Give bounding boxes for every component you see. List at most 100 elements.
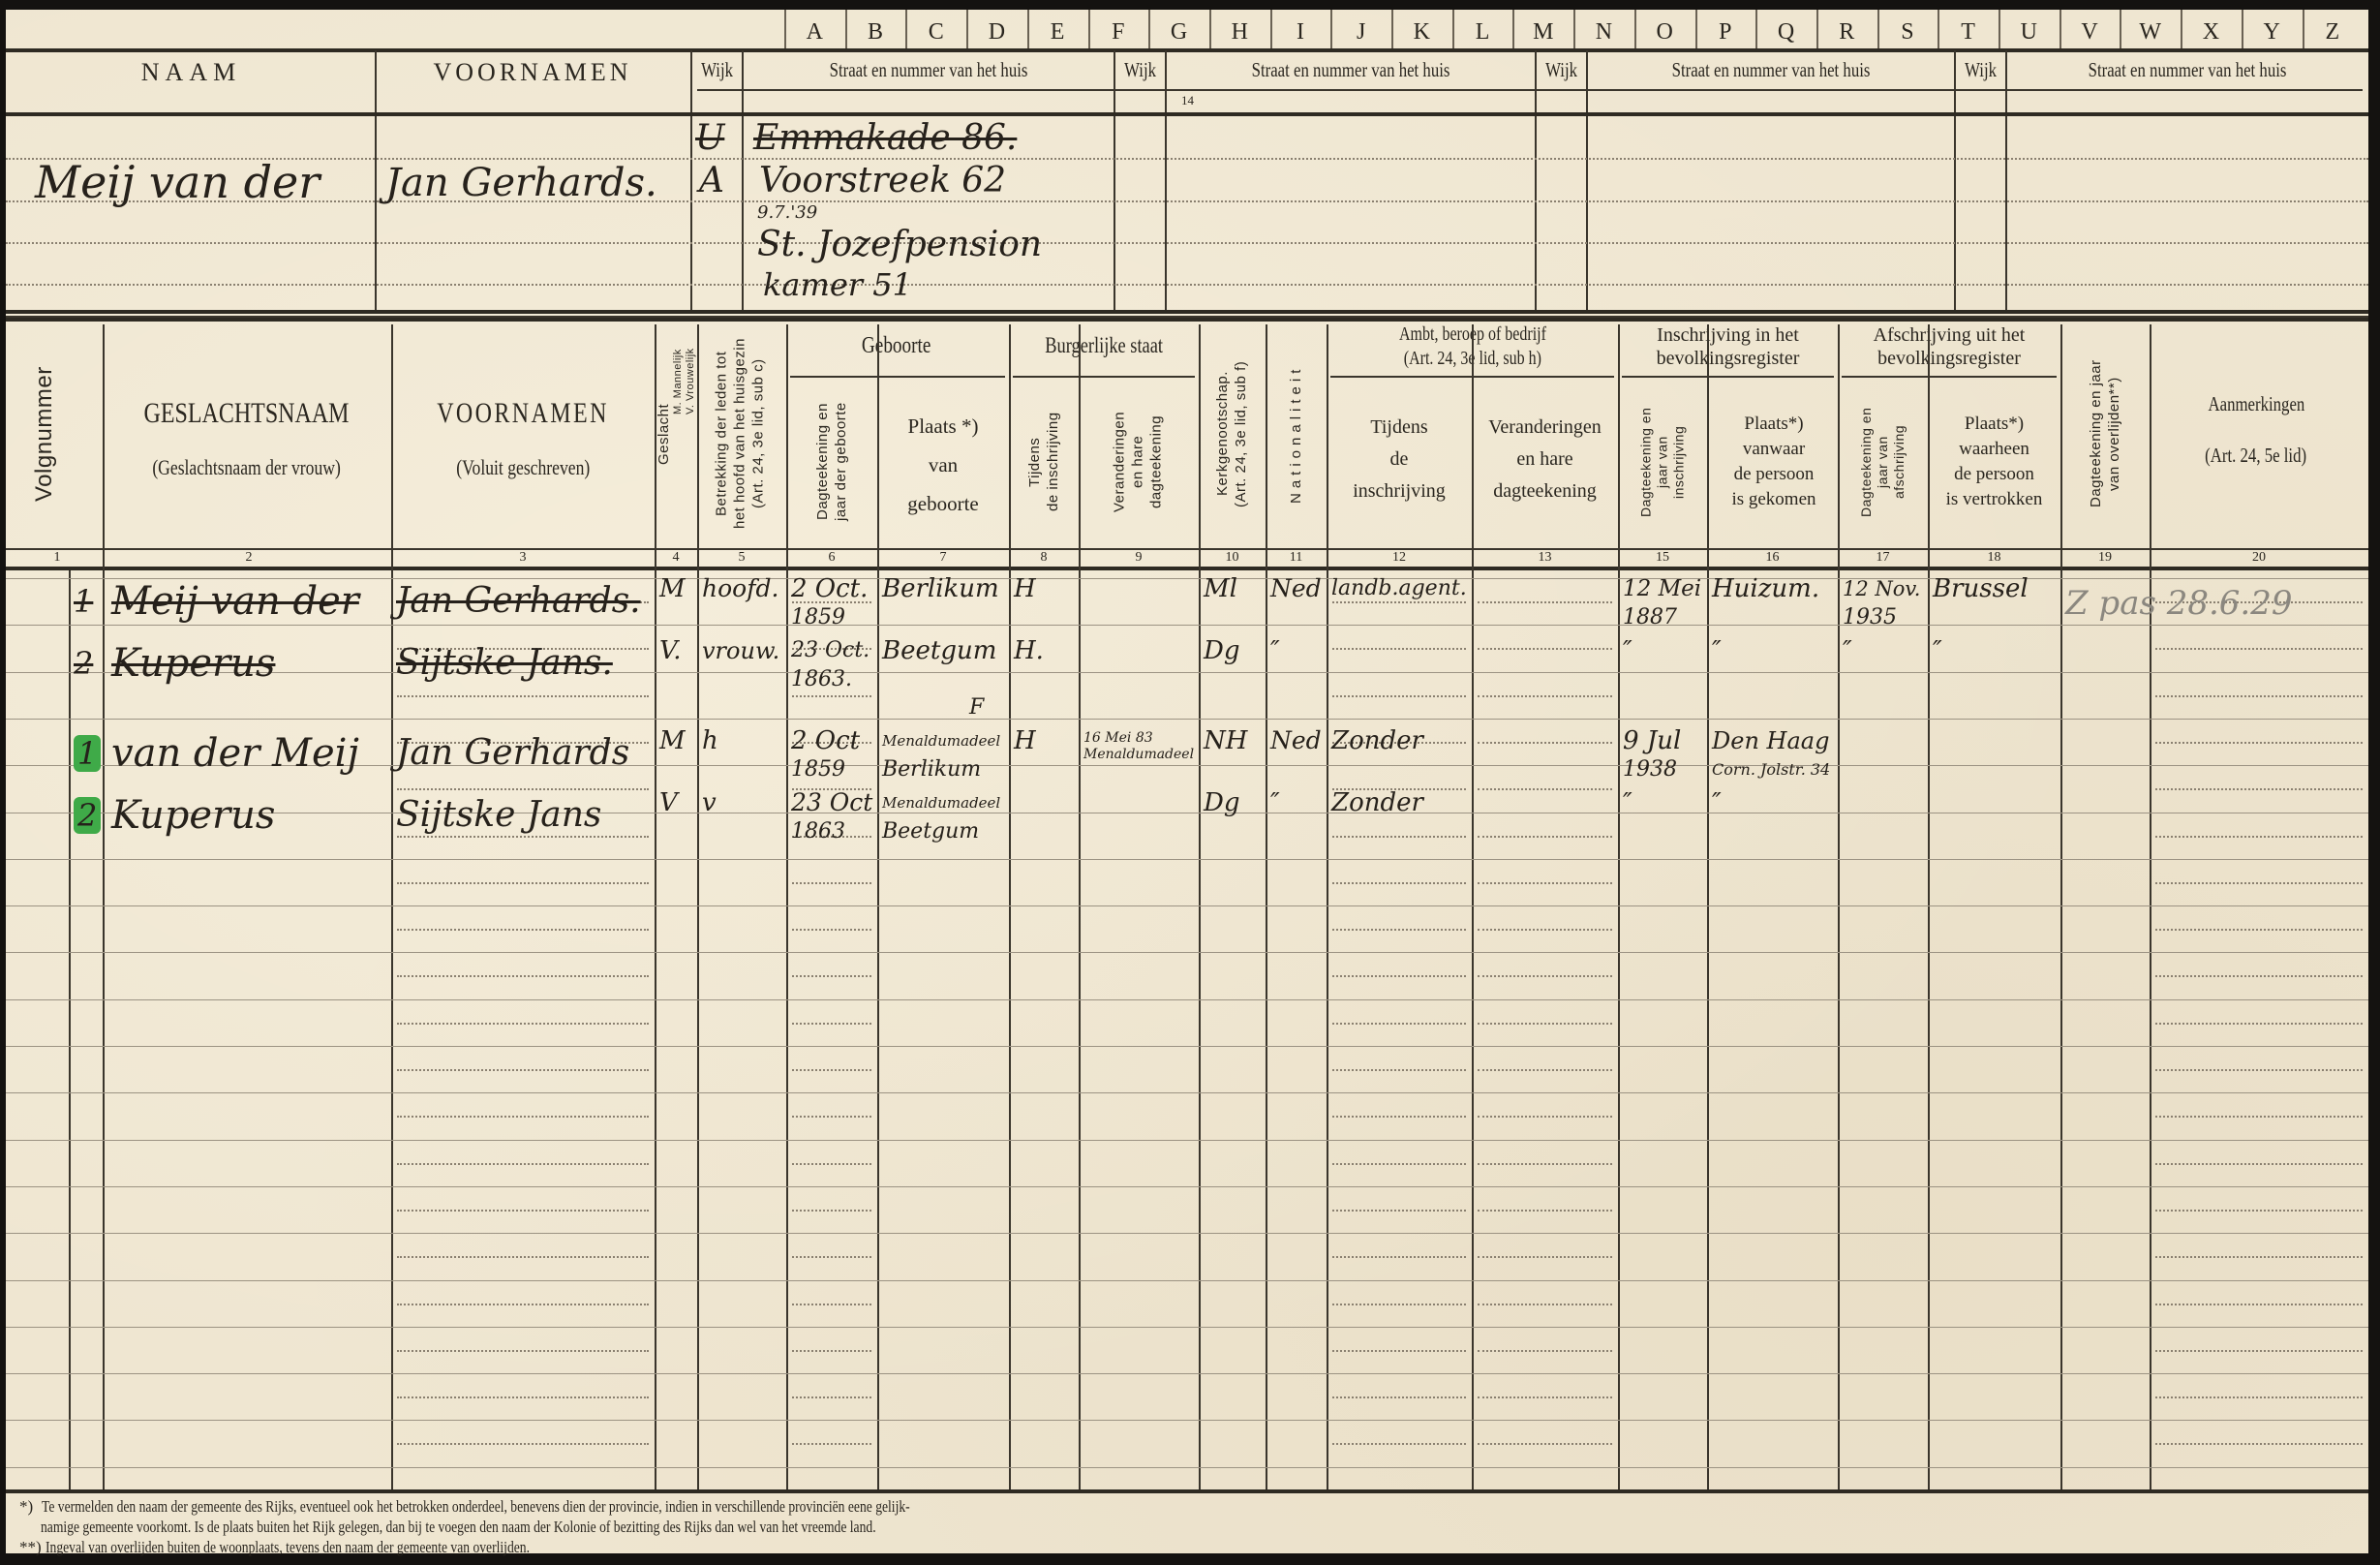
address-2-wijk: A xyxy=(699,161,724,200)
betrekking: v xyxy=(702,788,717,817)
header-voornamen-text: VOORNAMEN xyxy=(437,397,609,429)
nationaliteit: Ned xyxy=(1270,574,1322,602)
ruled-dotted-line xyxy=(397,1209,649,1212)
line: Veranderingen xyxy=(1488,416,1602,438)
column-divider xyxy=(1327,324,1328,1491)
line: de persoon xyxy=(1954,464,2034,484)
ruled-dotted-line xyxy=(397,694,649,697)
volgnummer: 2 xyxy=(74,645,94,682)
wijk-header: Wijk xyxy=(1956,58,2005,81)
ruled-dotted-line xyxy=(397,1162,649,1165)
ruled-dotted-line xyxy=(6,242,2368,244)
ruled-dotted-line xyxy=(792,1256,871,1259)
column-divider xyxy=(1266,324,1267,1491)
kerkgenootschap: Dg xyxy=(1204,788,1240,817)
ruled-dotted-line xyxy=(397,601,649,603)
afschrijving-plaats: Brussel xyxy=(1933,574,2029,603)
ruled-dotted-line xyxy=(792,881,871,884)
column-divider xyxy=(103,324,105,1491)
divider xyxy=(1573,10,1576,48)
ruled-line xyxy=(6,1092,2368,1094)
divider xyxy=(1877,10,1879,48)
ruled-dotted-line xyxy=(1478,1303,1612,1305)
ruled-dotted-line xyxy=(397,741,649,744)
inschrijving-plaats: Huizum. xyxy=(1712,574,1820,603)
ruled-dotted-line xyxy=(397,648,649,651)
geboorte-plaats-line2: Berlikum xyxy=(882,757,982,782)
divider xyxy=(6,112,2368,116)
divider xyxy=(2059,10,2061,48)
letter-tab-F: F xyxy=(1112,19,1125,45)
column-divider xyxy=(2060,324,2062,1491)
ruled-dotted-line xyxy=(1332,1209,1466,1212)
ruled-dotted-line xyxy=(792,1069,871,1071)
afschrijving-datum-line2: 1935 xyxy=(1843,605,1897,629)
line: is gekomen xyxy=(1731,489,1816,509)
column-number: 7 xyxy=(939,550,947,565)
nationaliteit: Ned xyxy=(1270,726,1322,754)
ruled-dotted-line xyxy=(397,1349,649,1352)
letter-tab-H: H xyxy=(1231,19,1248,45)
ruled-dotted-line xyxy=(2155,1022,2363,1025)
letter-tab-J: J xyxy=(1356,19,1366,45)
geboorte-datum-line2: 1863 xyxy=(791,819,845,844)
ruled-line xyxy=(6,625,2368,627)
ruled-dotted-line xyxy=(397,788,649,791)
column-number: 1 xyxy=(53,550,61,565)
ruled-dotted-line xyxy=(2155,1396,2363,1399)
ruled-dotted-line xyxy=(397,975,649,978)
column-divider xyxy=(1928,324,1930,1491)
divider xyxy=(6,48,2368,52)
column-divider xyxy=(1472,324,1474,1491)
header-afschrijving-plaats: Plaats*) waarheen de persoon is vertrokken xyxy=(1928,412,2060,512)
ruled-line xyxy=(6,905,2368,907)
voornamen: Jan Gerhards xyxy=(396,733,630,773)
ruled-dotted-line xyxy=(2155,1443,2363,1446)
ruled-line xyxy=(6,1185,2368,1187)
line: Betrekking der leden tot xyxy=(713,351,730,517)
geslachtsnaam: Kuperus xyxy=(111,641,276,686)
column-divider xyxy=(1199,324,1201,1491)
line: van xyxy=(928,453,959,476)
ruled-line xyxy=(6,1139,2368,1141)
letter-tab-U: U xyxy=(2020,19,2038,45)
ruled-dotted-line xyxy=(1332,741,1466,744)
header-geslacht: Geslacht xyxy=(656,403,672,465)
divider xyxy=(6,318,2368,322)
ruled-dotted-line xyxy=(1478,929,1612,932)
header-bs-veranderingen: Veranderingen en hare dagteekening xyxy=(1079,380,1197,544)
column-number: 19 xyxy=(2098,550,2112,565)
divider xyxy=(784,10,786,48)
divider xyxy=(2241,10,2243,48)
ruled-dotted-line xyxy=(1478,1396,1612,1399)
ruled-dotted-line xyxy=(2155,1349,2363,1352)
ruled-dotted-line xyxy=(1332,975,1466,978)
ruled-dotted-line xyxy=(1478,694,1612,697)
beroep: landb.agent. xyxy=(1331,576,1467,600)
inschrijving-datum: ″ xyxy=(1623,636,1632,665)
header-geslacht-m: M. Mannelijk xyxy=(672,349,684,414)
ruled-dotted-line xyxy=(1478,648,1612,651)
letter-tab-K: K xyxy=(1413,19,1431,45)
ruled-dotted-line xyxy=(1478,881,1612,884)
letter-tab-Z: Z xyxy=(2325,19,2340,45)
geboorte-plaats: Beetgum xyxy=(882,636,997,665)
column-divider xyxy=(1079,324,1081,1491)
ruled-dotted-line xyxy=(792,1349,871,1352)
ruled-dotted-line xyxy=(1478,1443,1612,1446)
divider xyxy=(1954,50,1956,312)
divider xyxy=(6,548,2368,550)
naam-header: NAAM xyxy=(140,58,242,86)
divider xyxy=(1512,10,1515,48)
header-voornamen-sub: (Voluit geschreven) xyxy=(391,455,655,479)
betrekking: hoofd. xyxy=(702,574,779,602)
letter-tab-S: S xyxy=(1901,19,1914,45)
ruled-dotted-line xyxy=(792,1303,871,1305)
divider xyxy=(1816,10,1818,48)
straat-header-text: Straat en nummer van het huis xyxy=(829,58,1028,81)
volgnummer: 1 xyxy=(74,730,102,777)
ruled-dotted-line xyxy=(1332,835,1466,838)
column-divider xyxy=(1707,324,1709,1491)
divider xyxy=(1165,50,1167,312)
header-bs-tijdens: Tijdens de inschrijving xyxy=(1009,380,1079,544)
